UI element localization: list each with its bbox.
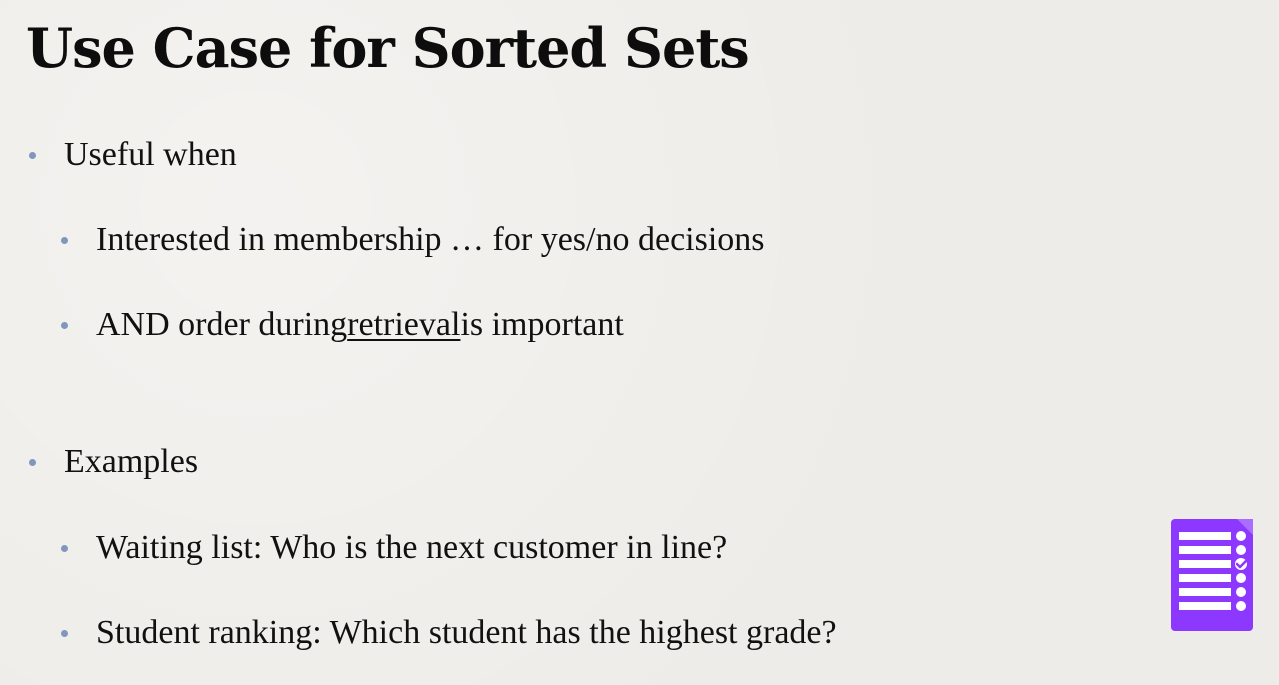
bullet-dot-icon — [29, 458, 36, 466]
bullet-examples: Examples — [29, 440, 198, 484]
sub-bullet-waiting-list: Waiting list: Who is the next customer i… — [61, 526, 727, 570]
bullet-text: Useful when — [64, 136, 237, 173]
page-title: Use Case for Sorted Sets — [26, 16, 750, 80]
bullet-dot-icon — [61, 629, 68, 637]
sub-bullet-membership: Interested in membership … for yes/no de… — [61, 218, 765, 262]
bullet-text: Waiting list: Who is the next customer i… — [96, 529, 728, 566]
bullet-text: Examples — [64, 443, 199, 480]
bullet-text-part: is important — [460, 306, 624, 343]
bullet-text: Interested in membership … for yes/no de… — [96, 221, 765, 258]
bullet-dot-icon — [29, 151, 36, 159]
bullet-dot-icon — [61, 236, 68, 244]
bullet-text-part: AND order during — [96, 306, 348, 343]
form-list-icon — [1165, 515, 1259, 635]
underlined-word: retrieval — [347, 306, 461, 343]
bullet-dot-icon — [61, 321, 68, 329]
sub-bullet-order: AND order during retrieval is important — [61, 303, 624, 347]
bullet-text: Student ranking: Which student has the h… — [96, 614, 837, 651]
sub-bullet-student-ranking: Student ranking: Which student has the h… — [61, 611, 837, 655]
bullet-dot-icon — [61, 544, 68, 552]
bullet-useful-when: Useful when — [29, 133, 237, 177]
